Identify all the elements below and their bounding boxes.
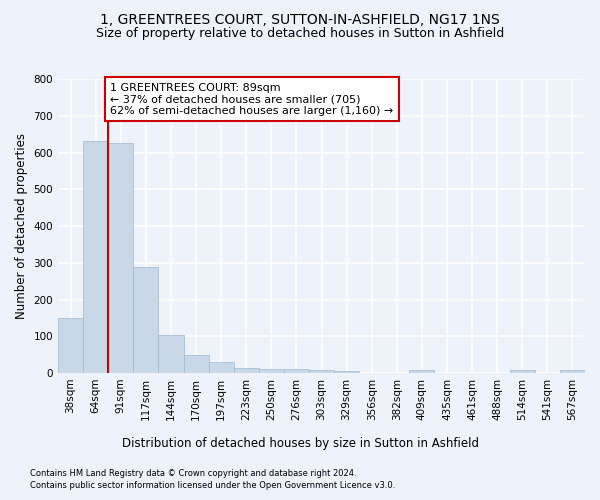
Bar [158,335,184,373]
Bar [510,370,535,373]
Text: Distribution of detached houses by size in Sutton in Ashfield: Distribution of detached houses by size … [121,438,479,450]
Bar [284,370,309,373]
Bar [334,371,359,373]
Text: 1 GREENTREES COURT: 89sqm
← 37% of detached houses are smaller (705)
62% of semi: 1 GREENTREES COURT: 89sqm ← 37% of detac… [110,82,394,116]
Bar [233,368,259,373]
Bar [184,356,209,373]
Bar [108,144,133,373]
Text: Size of property relative to detached houses in Sutton in Ashfield: Size of property relative to detached ho… [96,28,504,40]
Text: Contains public sector information licensed under the Open Government Licence v3: Contains public sector information licen… [30,481,395,490]
Bar [133,267,158,373]
Text: Contains HM Land Registry data © Crown copyright and database right 2024.: Contains HM Land Registry data © Crown c… [30,468,356,477]
Bar [560,370,585,373]
Bar [259,370,284,373]
Bar [209,362,233,373]
Bar [409,370,434,373]
Bar [83,140,108,373]
Y-axis label: Number of detached properties: Number of detached properties [15,133,28,319]
Bar [309,370,334,373]
Bar [58,318,83,373]
Text: 1, GREENTREES COURT, SUTTON-IN-ASHFIELD, NG17 1NS: 1, GREENTREES COURT, SUTTON-IN-ASHFIELD,… [100,12,500,26]
